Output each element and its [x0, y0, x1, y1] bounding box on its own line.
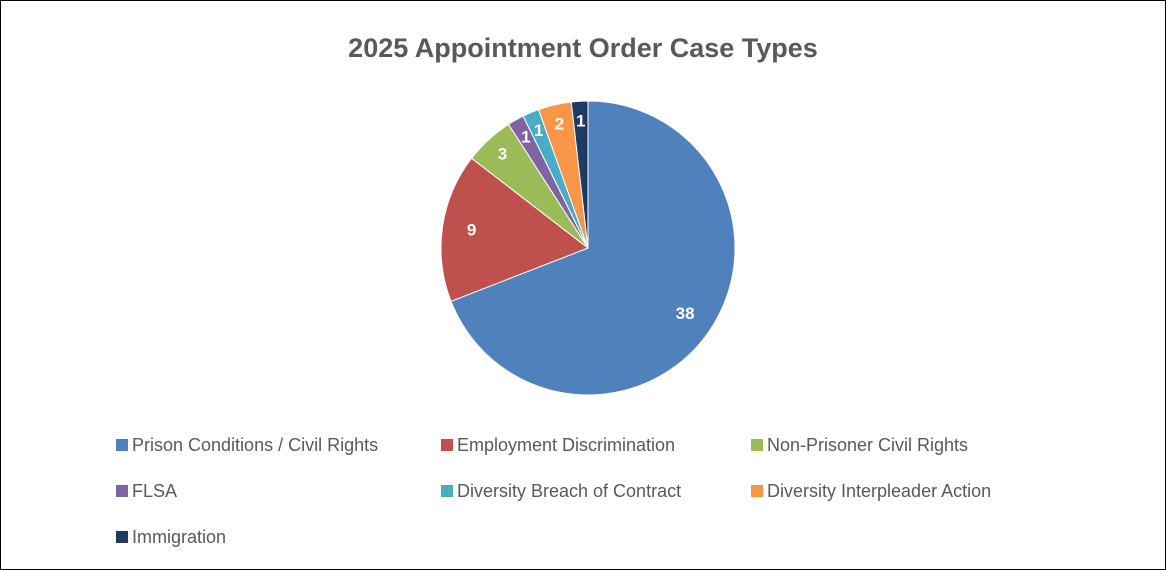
legend-swatch: [751, 439, 763, 451]
legend-label: Non-Prisoner Civil Rights: [767, 435, 968, 455]
legend-swatch: [116, 485, 128, 497]
data-label: 1: [576, 111, 585, 130]
legend-swatch: [116, 531, 128, 543]
legend-label: FLSA: [132, 481, 177, 501]
pie-slice: [570, 100, 589, 249]
data-label: 2: [555, 114, 564, 133]
legend-label: Diversity Interpleader Action: [767, 481, 991, 501]
data-label: 38: [676, 304, 695, 323]
data-label: 1: [521, 127, 530, 146]
legend-label: Diversity Breach of Contract: [457, 481, 681, 501]
pie-slice: [440, 157, 590, 302]
legend-swatch: [441, 439, 453, 451]
data-label: 1: [534, 121, 543, 140]
pie-slice: [450, 100, 736, 396]
chart-title: 2025 Appointment Order Case Types: [348, 33, 818, 63]
legend-swatch: [751, 485, 763, 497]
data-label: 9: [467, 221, 476, 240]
legend-label: Prison Conditions / Civil Rights: [132, 435, 378, 455]
legend-swatch: [116, 439, 128, 451]
legend-label: Immigration: [132, 527, 226, 547]
data-label: 3: [498, 144, 507, 163]
legend-label: Employment Discrimination: [457, 435, 675, 455]
legend-swatch: [441, 485, 453, 497]
